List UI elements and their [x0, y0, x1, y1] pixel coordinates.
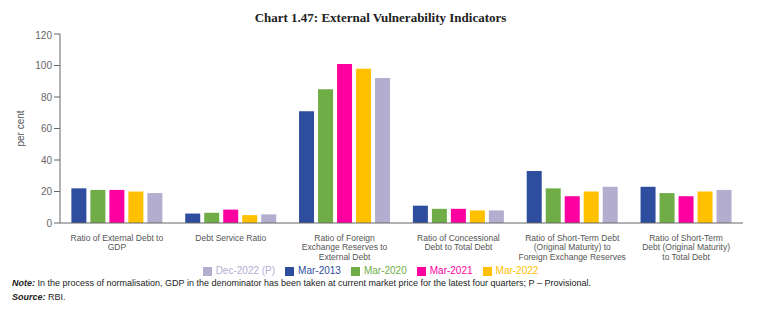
html-text:Source: RBI.: Source: RBI.: [12, 292, 66, 302]
svg-text:80: 80: [41, 92, 53, 103]
svg-text:Ratio of ForeignExchange Reser: Ratio of ForeignExchange Reserves toExte…: [302, 233, 388, 263]
svg-text:100: 100: [35, 60, 52, 71]
html-text:Mar-2022: Mar-2022: [495, 265, 539, 276]
html-text:Mar-2020: Mar-2020: [363, 265, 407, 276]
html-text:Chart 1.47: External Vulnerabi: Chart 1.47: External Vulnerability Indic…: [254, 10, 507, 25]
svg-text:Ratio of External Debt toGDP: Ratio of External Debt toGDP: [71, 233, 164, 253]
svg-text:Ratio of Short-TermDebt (Origi: Ratio of Short-TermDebt (Original Maturi…: [642, 233, 730, 263]
html-text:Mar-2013: Mar-2013: [298, 265, 341, 276]
svg-text:40: 40: [41, 155, 53, 166]
svg-text:60: 60: [41, 123, 53, 134]
html-text:Note: In the process of normal: Note: In the process of normalisation, G…: [12, 278, 591, 288]
svg-text:0: 0: [46, 218, 52, 229]
svg-text:Ratio of ConcessionalDebt to T: Ratio of ConcessionalDebt to Total Debt: [417, 233, 500, 253]
html-text:Mar-2021: Mar-2021: [429, 265, 473, 276]
svg-text:Debt Service Ratio: Debt Service Ratio: [195, 233, 266, 243]
svg-text:120: 120: [35, 30, 52, 41]
html-text:Dec-2022 (P): Dec-2022 (P): [215, 265, 276, 276]
svg-text:per cent: per cent: [15, 110, 26, 146]
svg-text:20: 20: [41, 186, 53, 197]
svg-text:Ratio of Short-Term Debt(Origi: Ratio of Short-Term Debt(Original Maturi…: [519, 233, 626, 263]
